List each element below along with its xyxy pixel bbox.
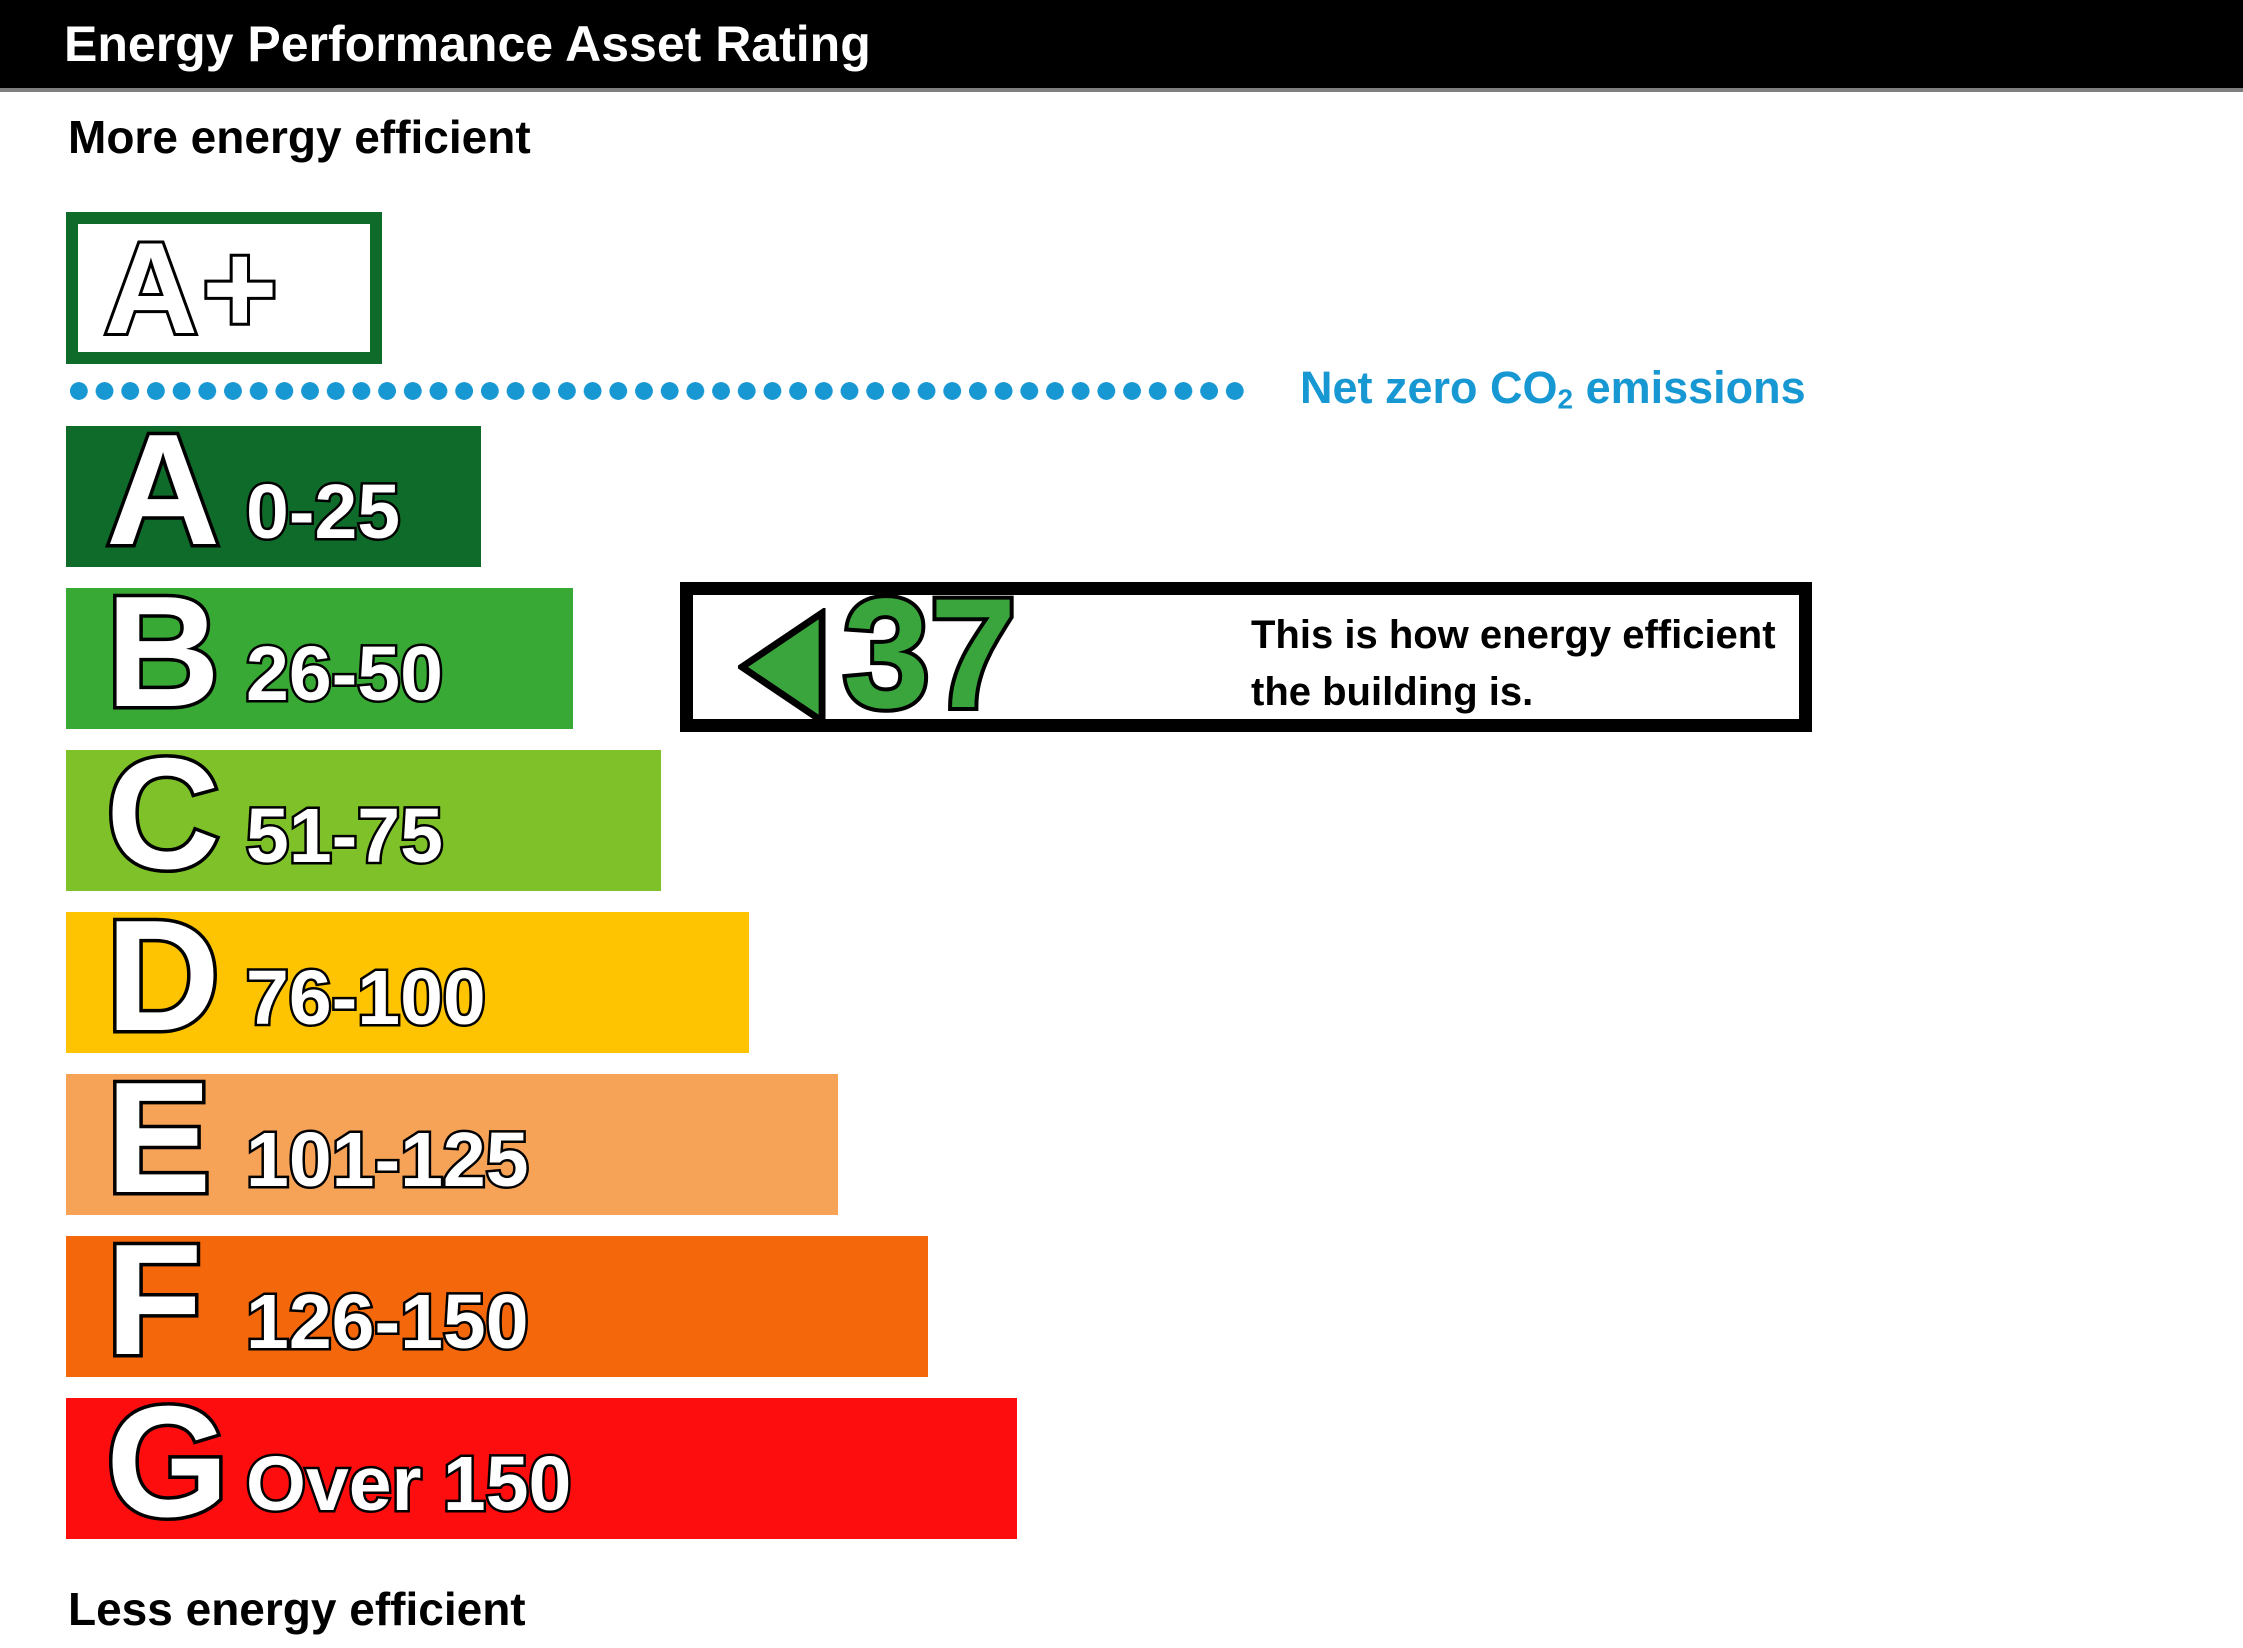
band-f: F 126-150 bbox=[66, 1218, 928, 1383]
band-range: 51-75 bbox=[244, 793, 446, 879]
band-range: 126-150 bbox=[244, 1279, 532, 1365]
more-efficient-label: More energy efficient bbox=[68, 111, 531, 163]
band-b: B 26-50 bbox=[66, 570, 573, 735]
band-letter: B bbox=[102, 564, 223, 740]
band-range: 101-125 bbox=[244, 1117, 532, 1203]
aplus-letter: A+ bbox=[101, 215, 282, 361]
band-a: A 0-25 bbox=[66, 408, 481, 573]
band-letter: G bbox=[103, 1374, 233, 1550]
rating-indicator: 37 This is how energy efficient the buil… bbox=[680, 567, 1812, 741]
aplus-band: A+ bbox=[66, 212, 382, 364]
band-d: D 76-100 bbox=[66, 894, 749, 1059]
left-arrow-icon bbox=[738, 608, 826, 726]
net-zero-label-suffix: emissions bbox=[1573, 362, 1806, 413]
rating-note: This is how energy efficient the buildin… bbox=[1251, 607, 1776, 721]
rating-note-line1: This is how energy efficient bbox=[1251, 613, 1776, 657]
net-zero-label: Net zero CO2 emissions bbox=[1300, 362, 1806, 416]
band-e: E 101-125 bbox=[66, 1056, 838, 1221]
band-letter: A bbox=[102, 402, 223, 578]
title-bar: Energy Performance Asset Rating bbox=[0, 0, 2243, 92]
net-zero-label-prefix: Net zero CO bbox=[1300, 362, 1558, 413]
band-g: G Over 150 bbox=[66, 1380, 1017, 1545]
rating-value: 37 bbox=[839, 567, 1021, 741]
less-efficient-label: Less energy efficient bbox=[68, 1583, 526, 1635]
band-letter: E bbox=[102, 1050, 214, 1226]
band-c: C 51-75 bbox=[66, 732, 661, 897]
band-range: 26-50 bbox=[244, 631, 446, 717]
page-title: Energy Performance Asset Rating bbox=[64, 16, 871, 72]
band-range: 0-25 bbox=[243, 469, 402, 555]
net-zero-dotted-line-icon bbox=[66, 382, 1248, 400]
band-range: 76-100 bbox=[244, 955, 489, 1041]
band-letter: D bbox=[102, 888, 223, 1064]
net-zero-label-subscript: 2 bbox=[1557, 383, 1574, 415]
band-letter: F bbox=[103, 1212, 206, 1388]
rating-note-line2: the building is. bbox=[1251, 670, 1534, 714]
band-letter: C bbox=[102, 726, 223, 902]
band-range: Over 150 bbox=[243, 1441, 573, 1527]
